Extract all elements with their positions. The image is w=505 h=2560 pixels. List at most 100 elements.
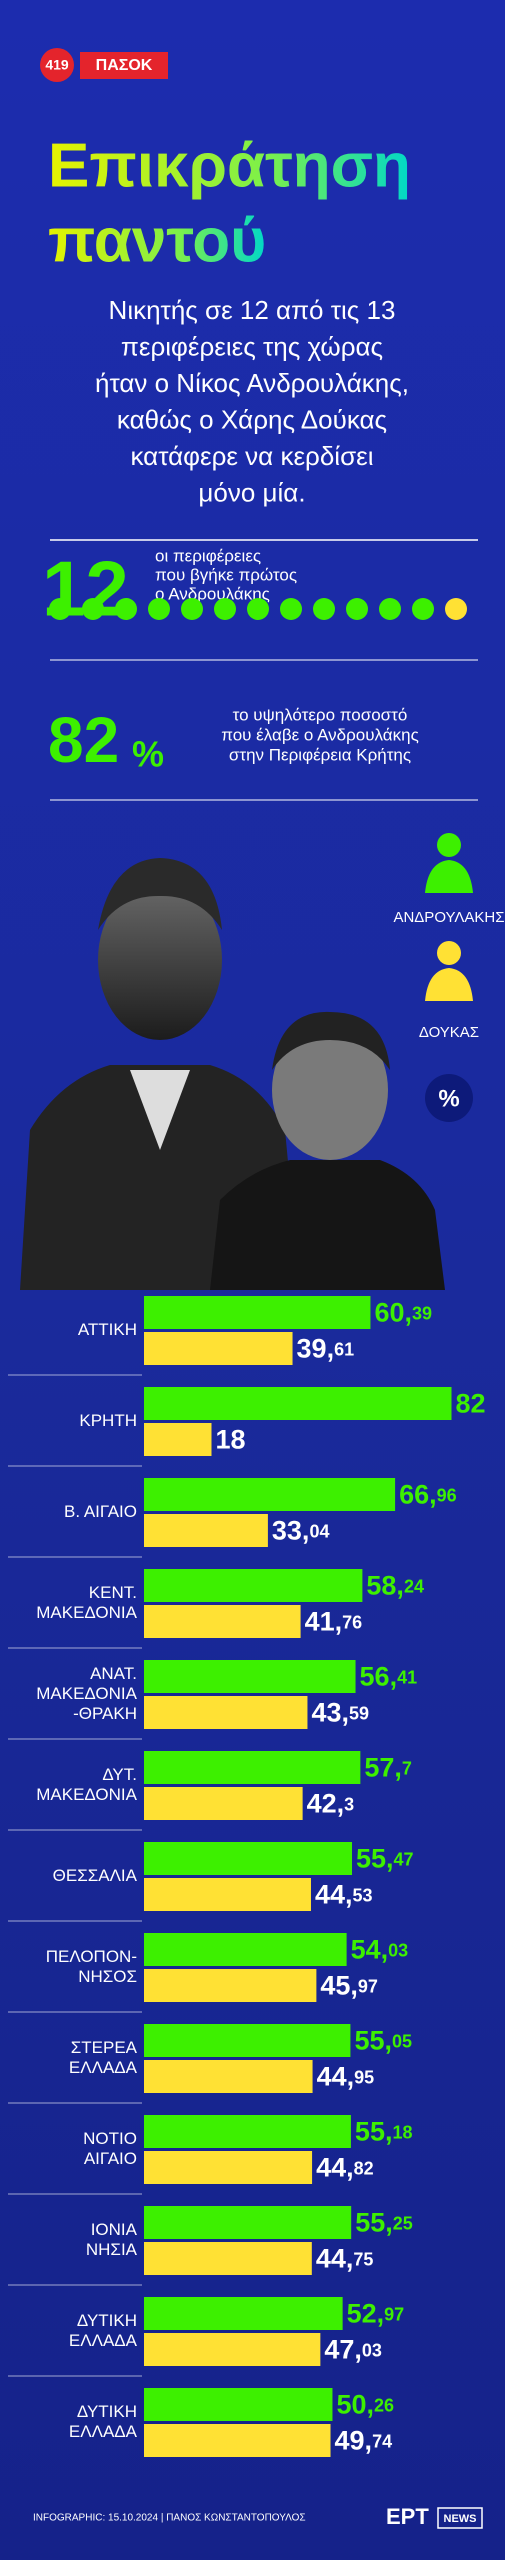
dot xyxy=(181,598,203,620)
bar xyxy=(144,2333,321,2366)
category-label: ΑΝΑΤ. ΜΑΚΕΔΟΝΙΑ -ΘΡΑΚΗ xyxy=(36,1664,137,1723)
bar xyxy=(144,1478,396,1511)
value-label: 66,96 xyxy=(399,1480,457,1510)
bar xyxy=(144,2115,351,2148)
bar xyxy=(144,1751,361,1784)
category-label: ΙΟΝΙΑ ΝΗΣΙΑ xyxy=(86,2220,138,2259)
category-label: ΣΤΕΡΕΑ ΕΛΛΑΔΑ xyxy=(69,2038,138,2077)
value-label: 44,75 xyxy=(316,2244,374,2274)
category-label: ΔΥΤΙΚΗ ΕΛΛΑΔΑ xyxy=(69,2402,138,2441)
stat-number: 12 xyxy=(42,545,129,633)
bar xyxy=(144,1514,268,1547)
value-label: 49,74 xyxy=(335,2426,393,2456)
dot xyxy=(445,598,467,620)
value-label: 39,61 xyxy=(297,1334,355,1364)
intro-line: κατάφερε να κερδίσει xyxy=(130,441,373,471)
intro-line: Νικητής σε 12 από τις 13 xyxy=(109,295,396,325)
logo-box xyxy=(437,2507,483,2529)
title: Επικράτηση xyxy=(48,131,411,200)
logo-tag: NEWS xyxy=(444,2513,477,2525)
value-label: 18 xyxy=(216,1425,246,1455)
badge-circle xyxy=(40,48,74,82)
value-label: 45,97 xyxy=(320,1971,378,2001)
bar xyxy=(144,2060,313,2093)
intro-line: μόνο μία. xyxy=(198,477,305,507)
stat-line: ο Ανδρουλάκης xyxy=(155,584,270,603)
stat-number: 82 xyxy=(48,704,119,776)
category-label: ΠΕΛΟΠΟΝ-ΝΗΣΟΣ xyxy=(46,1947,137,1986)
value-label: 55,18 xyxy=(355,2117,413,2147)
stat-line: το υψηλότερο ποσοστό xyxy=(233,705,408,724)
bar xyxy=(144,2297,343,2330)
dot xyxy=(49,598,71,620)
bar xyxy=(144,1878,311,1911)
category-label: Β. ΑΙΓΑΙΟ xyxy=(64,1502,137,1521)
value-label: 41,76 xyxy=(305,1607,363,1637)
stat-line: που βγήκε πρώτος xyxy=(155,565,297,584)
value-label: 44,82 xyxy=(316,2153,374,2183)
legend-icon xyxy=(425,860,473,893)
stat-line: οι περιφέρειες xyxy=(155,546,261,565)
category-label: ΔΥΤΙΚΗ ΕΛΛΑΔΑ xyxy=(69,2311,138,2350)
dots xyxy=(49,598,467,620)
legend-label: ΔΟΥΚΑΣ xyxy=(419,1024,479,1041)
bar xyxy=(144,1332,293,1365)
intro-line: ήταν ο Νίκος Ανδρουλάκης, xyxy=(95,368,409,398)
dot xyxy=(379,598,401,620)
value-label: 55,05 xyxy=(354,2026,412,2056)
dot xyxy=(115,598,137,620)
category-label: ΔΥΤ. ΜΑΚΕΔΟΝΙΑ xyxy=(36,1765,137,1804)
legend-note: % xyxy=(438,1085,459,1112)
category-label: ΘΕΣΣΑΛΙΑ xyxy=(53,1866,138,1885)
bar xyxy=(144,1969,317,2002)
legend-icon xyxy=(437,941,461,965)
value-label: 58,24 xyxy=(366,1571,424,1601)
value-label: 50,26 xyxy=(336,2390,394,2420)
footer-credit: INFOGRAPHIC: 15.10.2024 | ΠΑΝΟΣ ΚΩΝΣΤΑΝΤ… xyxy=(33,2513,306,2524)
stat-unit: % xyxy=(132,734,164,775)
badge-party: ΠΑΣΟΚ xyxy=(96,57,153,74)
value-label: 44,95 xyxy=(317,2062,375,2092)
bar xyxy=(144,2424,331,2457)
value-label: 44,53 xyxy=(315,1880,373,1910)
dot xyxy=(247,598,269,620)
value-label: 56,41 xyxy=(360,1662,418,1692)
bar xyxy=(144,1605,301,1638)
dot xyxy=(280,598,302,620)
value-label: 47,03 xyxy=(324,2335,382,2365)
badge-number: 419 xyxy=(45,57,69,73)
dot xyxy=(148,598,170,620)
bar xyxy=(144,1787,303,1820)
dot xyxy=(313,598,335,620)
bar xyxy=(144,1569,363,1602)
category-label: ΑΤΤΙΚΗ xyxy=(78,1320,137,1339)
bar xyxy=(144,1387,452,1420)
value-label: 82 xyxy=(456,1389,486,1419)
value-label: 57,7 xyxy=(364,1753,412,1783)
category-label: ΚΕΝΤ. ΜΑΚΕΔΟΝΙΑ xyxy=(36,1583,137,1622)
legend-icon xyxy=(425,968,473,1001)
stat-line: στην Περιφέρεια Κρήτης xyxy=(229,745,411,764)
value-label: 60,39 xyxy=(374,1298,432,1328)
intro-line: περιφέρειες της χώρας xyxy=(121,331,383,361)
value-label: 54,03 xyxy=(351,1935,409,1965)
bar xyxy=(144,2206,352,2239)
value-label: 42,3 xyxy=(307,1789,355,1819)
badge-box xyxy=(80,52,168,79)
bar xyxy=(144,1296,371,1329)
bar xyxy=(144,1660,356,1693)
value-label: 33,04 xyxy=(272,1516,330,1546)
value-label: 52,97 xyxy=(347,2299,405,2329)
title: παντού xyxy=(48,206,266,275)
legend-label: ΑΝΔΡΟΥΛΑΚΗΣ xyxy=(393,909,504,926)
value-label: 55,47 xyxy=(356,1844,414,1874)
dot xyxy=(346,598,368,620)
bar xyxy=(144,1933,347,1966)
bar xyxy=(144,2388,333,2421)
bar xyxy=(144,2151,313,2184)
value-label: 55,25 xyxy=(355,2208,413,2238)
